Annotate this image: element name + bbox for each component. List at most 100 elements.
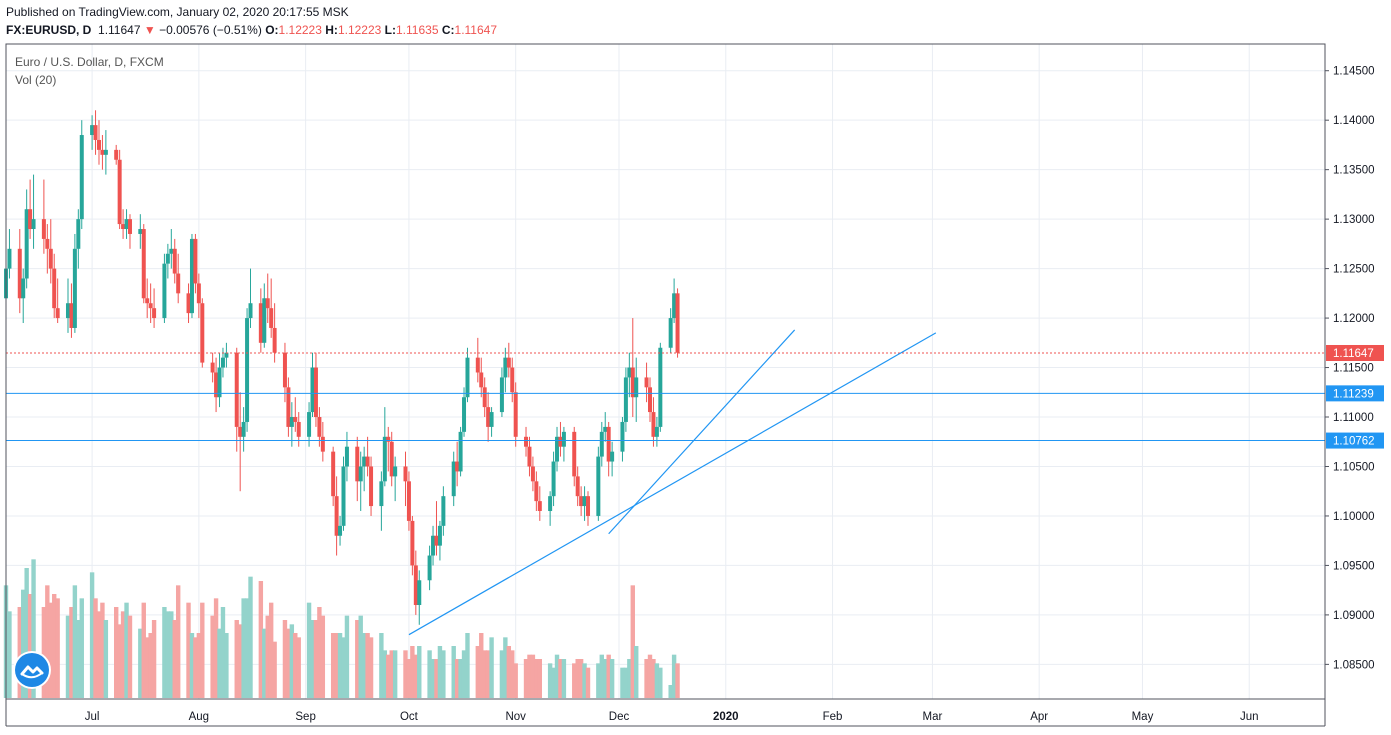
volume-bar — [217, 628, 222, 698]
candle-body — [465, 357, 470, 398]
volume-bar — [289, 624, 295, 698]
volume-bar — [55, 598, 60, 698]
volume-bar — [196, 633, 202, 698]
candle-body — [286, 387, 291, 427]
candle-body — [606, 426, 611, 462]
volume-bar — [258, 581, 264, 698]
volume-bar — [392, 650, 398, 698]
volume-bar — [530, 654, 536, 698]
volume-bar — [213, 598, 219, 698]
volume-bar — [27, 594, 33, 698]
volume-bar — [434, 659, 439, 698]
tradingview-logo-icon[interactable] — [15, 653, 49, 687]
volume-bar — [69, 607, 74, 698]
volume-bar — [430, 659, 436, 698]
volume-bar — [200, 602, 205, 698]
volume-bar — [561, 659, 567, 698]
volume-bar — [175, 585, 181, 698]
price-tick-label: 1.09500 — [1333, 560, 1375, 572]
volume-bar — [413, 654, 419, 698]
candle-body — [76, 219, 81, 249]
price-tick-label: 1.12000 — [1333, 313, 1375, 325]
open-value: 1.12223 — [278, 23, 322, 37]
candle-body — [289, 417, 294, 427]
time-tick-label: Feb — [823, 711, 843, 723]
time-tick-label: Dec — [609, 711, 630, 723]
candle-body — [320, 436, 325, 452]
time-tick-label: Oct — [400, 711, 419, 723]
volume-bar — [606, 654, 611, 698]
volume-bar — [451, 646, 456, 698]
volume-bar — [485, 650, 491, 698]
candle-body — [214, 372, 219, 398]
candle-body — [462, 397, 467, 432]
volume-bar — [293, 633, 298, 698]
candle-body — [403, 466, 408, 482]
volume-bar — [162, 607, 167, 698]
volume-bar — [389, 650, 394, 698]
candle-body — [575, 476, 580, 497]
volume-bar — [599, 654, 604, 698]
candle-body — [482, 387, 487, 408]
candle-body — [434, 535, 439, 546]
volume-bar — [65, 615, 71, 698]
candle-body — [561, 431, 566, 447]
time-tick-label: Apr — [1030, 711, 1048, 723]
candle-body — [379, 481, 384, 507]
volume-bar — [575, 659, 580, 698]
volume-bar — [675, 663, 680, 698]
volume-bar — [623, 667, 629, 698]
volume-bar — [100, 602, 105, 698]
price-tick-label: 1.10500 — [1333, 461, 1375, 473]
candle-body — [162, 263, 167, 319]
published-line: Published on TradingView.com, January 02… — [6, 5, 349, 19]
volume-bar — [52, 594, 57, 698]
volume-bar — [603, 659, 608, 698]
candle-body — [672, 293, 677, 319]
symbol-name[interactable]: FX:EURUSD, D — [6, 23, 92, 37]
volume-bar — [210, 615, 215, 698]
volume-bar — [193, 637, 198, 698]
price-tick-label: 1.08500 — [1333, 659, 1375, 671]
volume-bar — [117, 624, 122, 698]
volume-legend[interactable]: Vol (20) — [15, 73, 57, 87]
price-tick-label: 1.10000 — [1333, 511, 1375, 523]
volume-bar — [310, 620, 315, 698]
volume-bar — [499, 650, 505, 698]
volume-bar — [24, 568, 29, 698]
candle-body — [437, 525, 442, 546]
time-tick-label: Mar — [922, 711, 942, 723]
volume-bar — [554, 654, 560, 698]
instrument-legend[interactable]: Euro / U.S. Dollar, D, FXCM — [15, 55, 164, 69]
price-tick-label: 1.11500 — [1333, 363, 1374, 375]
volume-bar — [537, 659, 542, 698]
candle-body — [386, 436, 391, 442]
candle-body — [410, 520, 415, 566]
volume-bar — [334, 633, 339, 698]
candle-body — [176, 273, 181, 294]
volume-bar — [578, 659, 584, 698]
volume-bar — [138, 628, 143, 698]
candle-body — [510, 367, 515, 393]
candle-body — [41, 219, 46, 239]
candle-body — [479, 372, 484, 388]
candle-body — [293, 417, 298, 422]
volume-bar — [120, 611, 126, 698]
candle-body — [124, 219, 129, 230]
last-price: 1.11647 — [98, 23, 141, 37]
volume-bar — [241, 598, 246, 698]
volume-bar — [454, 659, 460, 698]
volume-bar — [165, 611, 171, 698]
candle-body — [186, 293, 191, 314]
volume-bar — [317, 607, 322, 698]
volume-bar — [630, 585, 635, 698]
candle-body — [28, 209, 33, 230]
candle-body — [17, 248, 22, 299]
volume-bar — [658, 667, 663, 698]
candle-body — [138, 229, 143, 234]
candle-body — [431, 535, 436, 556]
candle-body — [651, 412, 656, 437]
volume-bar — [368, 637, 374, 698]
candle-body — [234, 352, 239, 427]
